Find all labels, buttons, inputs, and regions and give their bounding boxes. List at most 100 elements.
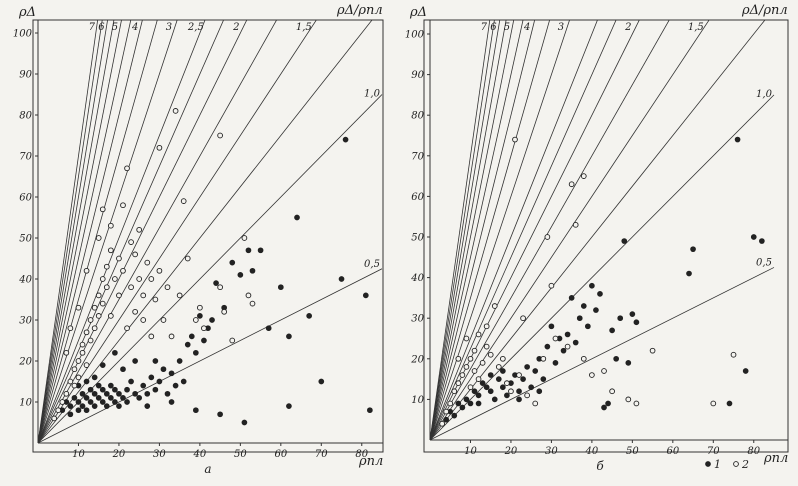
point-open bbox=[532, 400, 539, 407]
ratio-ray bbox=[38, 268, 383, 443]
y-tick-label: 10 bbox=[19, 398, 32, 409]
point-filled bbox=[318, 378, 325, 385]
point-filled bbox=[91, 403, 98, 409]
point-filled bbox=[495, 376, 502, 382]
point-open bbox=[148, 276, 155, 282]
point-open bbox=[144, 259, 151, 266]
point-open bbox=[128, 284, 134, 291]
point-open bbox=[508, 388, 514, 395]
ratio-ray bbox=[38, 20, 158, 443]
point-filled bbox=[286, 403, 292, 409]
point-filled bbox=[112, 399, 118, 405]
ray-label: 5 bbox=[504, 22, 510, 33]
ray-label: 3 bbox=[166, 22, 172, 33]
x-tick-label: 50 bbox=[626, 446, 639, 457]
point-open bbox=[633, 400, 640, 407]
point-open bbox=[475, 331, 482, 338]
point-open bbox=[241, 235, 248, 241]
point-filled bbox=[459, 404, 466, 411]
y-tick-label: 60 bbox=[411, 192, 424, 203]
ray-label: 6 bbox=[98, 22, 105, 33]
point-open bbox=[79, 349, 86, 356]
ratio-ray bbox=[430, 20, 501, 440]
point-filled bbox=[759, 238, 765, 244]
ratio-ray bbox=[430, 20, 640, 440]
point-open bbox=[83, 267, 90, 274]
point-filled bbox=[180, 378, 187, 385]
point-filled bbox=[172, 382, 179, 389]
point-open bbox=[504, 380, 510, 387]
point-open bbox=[180, 198, 187, 204]
point-filled bbox=[99, 386, 106, 393]
point-open bbox=[217, 132, 223, 139]
point-open bbox=[459, 372, 466, 378]
ratio-ray bbox=[38, 20, 373, 443]
point-open bbox=[192, 317, 199, 323]
point-filled bbox=[124, 399, 130, 405]
point-open bbox=[439, 420, 445, 427]
point-open bbox=[99, 276, 106, 282]
ratio-ray bbox=[430, 20, 710, 440]
panel-label: а bbox=[204, 462, 211, 476]
point-open bbox=[67, 325, 74, 332]
point-filled bbox=[750, 234, 757, 240]
x-axis-title: ρпл bbox=[358, 454, 383, 469]
legend-label: 1 bbox=[714, 458, 721, 471]
point-open bbox=[71, 366, 78, 373]
point-open bbox=[107, 313, 114, 319]
x-tick-label: 80 bbox=[747, 446, 760, 457]
point-filled bbox=[201, 337, 207, 344]
point-filled bbox=[229, 259, 236, 266]
point-open bbox=[495, 364, 502, 370]
point-filled bbox=[560, 347, 567, 354]
point-open bbox=[140, 292, 147, 299]
point-open bbox=[55, 407, 62, 414]
point-filled bbox=[520, 376, 526, 382]
point-open bbox=[499, 355, 506, 362]
point-filled bbox=[213, 280, 219, 286]
point-open bbox=[51, 415, 58, 422]
point-filled bbox=[524, 364, 530, 370]
point-open bbox=[116, 292, 122, 299]
ratio-ray bbox=[38, 20, 178, 443]
point-open bbox=[524, 392, 530, 399]
point-open bbox=[479, 360, 486, 366]
point-open bbox=[229, 337, 236, 344]
point-filled bbox=[443, 416, 450, 423]
point-open bbox=[136, 276, 143, 282]
point-filled bbox=[726, 400, 733, 407]
point-filled bbox=[286, 333, 292, 340]
point-filled bbox=[479, 380, 486, 387]
legend-marker bbox=[705, 461, 711, 467]
point-filled bbox=[257, 247, 264, 254]
point-filled bbox=[128, 378, 134, 385]
point-open bbox=[463, 335, 470, 342]
point-filled bbox=[633, 319, 640, 326]
point-filled bbox=[79, 403, 86, 409]
x-tick-label: 60 bbox=[274, 449, 287, 460]
point-open bbox=[95, 313, 102, 319]
point-filled bbox=[548, 323, 555, 330]
ratio-ray bbox=[38, 20, 122, 443]
ratio-ray bbox=[38, 20, 278, 443]
point-open bbox=[463, 364, 470, 370]
ray-lines bbox=[430, 20, 775, 440]
ratio-ray bbox=[38, 20, 108, 443]
point-filled bbox=[617, 315, 624, 322]
point-filled bbox=[504, 392, 510, 399]
point-filled bbox=[156, 378, 163, 385]
point-open bbox=[140, 317, 147, 323]
point-open bbox=[124, 165, 130, 172]
point-filled bbox=[367, 407, 373, 414]
point-open bbox=[132, 308, 138, 315]
point-filled bbox=[241, 419, 248, 426]
point-filled bbox=[516, 388, 522, 395]
ratio-ray bbox=[38, 20, 248, 443]
point-open bbox=[120, 202, 126, 209]
ratio-ray bbox=[430, 20, 617, 440]
ratio-ray bbox=[430, 20, 536, 440]
ray-label: 2 bbox=[624, 22, 631, 33]
point-open bbox=[63, 349, 70, 356]
point-filled bbox=[99, 399, 106, 405]
point-filled bbox=[164, 390, 171, 397]
